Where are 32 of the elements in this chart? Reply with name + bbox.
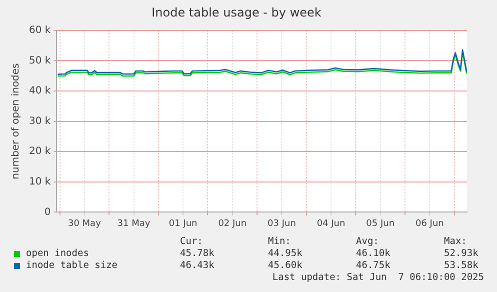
y-tick-label: 0 <box>44 206 51 218</box>
x-tick-label: 04 Jun <box>316 218 346 229</box>
chart-title: Inode table usage - by week <box>152 5 322 20</box>
text: Last update: Sat Jun 7 06:10:00 2025 <box>272 272 484 283</box>
text: 45.60k <box>268 260 302 271</box>
legend-label: open inodes <box>26 248 89 259</box>
text: Cur: <box>180 236 203 247</box>
y-tick-label: 50 k <box>28 55 51 66</box>
x-tick-label: 01 Jun <box>168 218 198 229</box>
text: Avg: <box>356 236 379 247</box>
y-tick-label: 60 k <box>28 24 51 36</box>
text: 52.93k <box>444 248 478 259</box>
y-tick-label: 10 k <box>28 176 51 188</box>
text: 45.78k <box>180 248 214 259</box>
text: Max: <box>444 236 467 247</box>
x-tick-label: 05 Jun <box>366 218 395 229</box>
y-axis-title: number of open inodes <box>10 63 22 180</box>
y-tick-label: 30 k <box>28 116 51 127</box>
y-tick-label: 40 k <box>28 86 51 97</box>
text: Min: <box>268 236 291 247</box>
x-tick-label: 06 Jun <box>415 218 444 229</box>
x-tick-label: 31 May <box>117 218 151 229</box>
x-tick-label: 02 Jun <box>218 218 247 229</box>
text: 46.10k <box>356 248 390 259</box>
y-tick-label: 20 k <box>28 146 51 158</box>
text: 44.95k <box>268 248 302 259</box>
text: 46.75k <box>356 260 390 271</box>
text: 46.43k <box>180 260 214 271</box>
x-tick-label: 30 May <box>68 218 102 229</box>
x-tick-label: 03 Jun <box>268 218 296 229</box>
legend-label: inode table size <box>26 260 118 271</box>
text: 53.58k <box>444 260 478 271</box>
